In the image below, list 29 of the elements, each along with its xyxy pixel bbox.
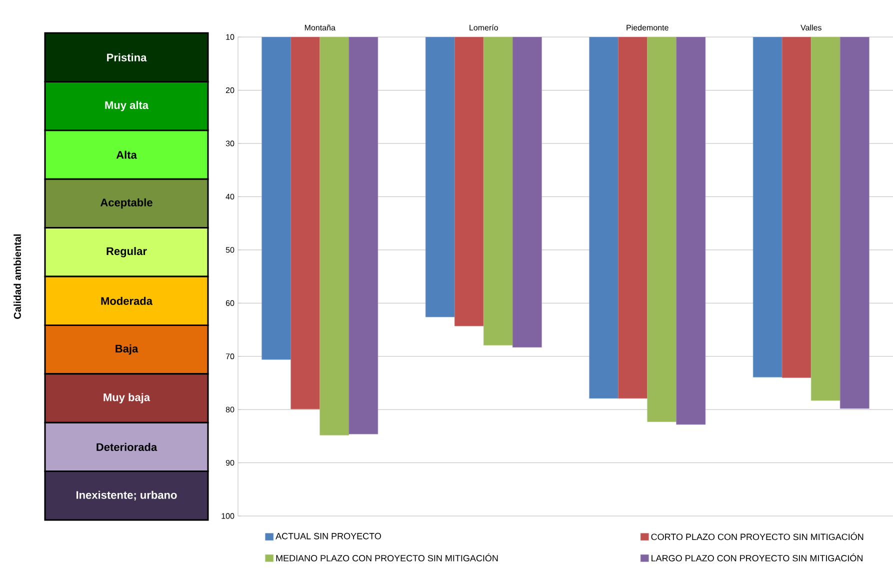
text: Calidad ambiental: [14, 234, 21, 319]
y-tick-label: 90: [226, 460, 234, 466]
category-label: Deteriorada: [96, 442, 158, 451]
legend-label: ACTUAL SIN PROYECTO: [276, 532, 381, 540]
category-label: Alta: [116, 150, 137, 159]
y-tick-label: 80: [226, 406, 234, 412]
legend-label: CORTO PLAZO CON PROYECTO SIN MITIGACIÓN: [651, 532, 864, 540]
category-label: Pristina: [107, 53, 147, 62]
y-tick-label: 20: [226, 87, 234, 94]
category-label: Moderada: [101, 296, 153, 305]
y-tick-label: 50: [226, 247, 234, 253]
category-label: Baja: [116, 344, 138, 355]
y-tick-label: 40: [226, 194, 234, 200]
category-label: Inexistente; urbano: [76, 490, 177, 500]
category-label: Aceptable: [100, 198, 152, 209]
x-tick-label: Piedemonte: [626, 24, 668, 30]
y-tick-label: 30: [226, 140, 234, 146]
x-tick-label: Montaña: [304, 24, 336, 30]
y-tick-label: 70: [226, 354, 234, 360]
y-tick-label: 100: [222, 513, 234, 519]
category-label: Muy baja: [104, 393, 150, 404]
y-tick-label: 60: [226, 300, 234, 306]
x-tick-label: Lomerío: [470, 24, 498, 30]
legend-label: MEDIANO PLAZO CON PROYECTO SIN MITIGACIÓN: [276, 553, 498, 562]
category-label: Muy alta: [105, 100, 149, 112]
y-tick-label: 10: [226, 34, 234, 40]
legend-label: LARGO PLAZO CON PROYECTO SIN MITIGACIÓN: [652, 553, 862, 562]
x-tick-label: Valles: [800, 24, 822, 30]
category-label: Regular: [106, 247, 147, 258]
